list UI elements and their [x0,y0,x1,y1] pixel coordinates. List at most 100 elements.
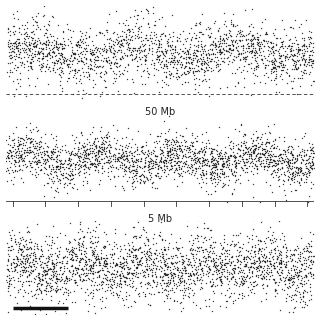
Point [249,42,254,47]
Point [275,269,280,274]
Point [267,251,272,256]
Point [310,182,316,187]
Point [202,235,207,240]
Point [82,263,87,268]
Point [218,274,223,279]
Point [135,146,140,151]
Point [166,55,172,60]
Point [140,269,146,275]
Point [231,153,236,158]
Point [153,173,158,178]
Point [12,169,18,174]
Point [24,163,29,168]
Point [170,55,175,60]
Point [38,49,43,54]
Point [195,233,200,238]
Point [75,154,80,159]
Point [129,34,134,39]
Point [95,255,100,260]
Point [29,139,35,144]
Point [142,242,148,247]
Point [141,273,147,278]
Point [239,70,244,75]
Point [285,159,290,164]
Point [197,148,202,153]
Point [246,152,251,157]
Point [250,226,255,231]
Point [182,268,187,273]
Point [141,49,147,54]
Point [126,282,132,287]
Point [113,63,118,68]
Point [299,73,304,78]
Point [253,266,259,271]
Point [145,279,150,284]
Point [74,107,79,112]
Point [152,153,157,158]
Point [190,152,195,157]
Point [40,65,45,70]
Point [308,63,314,68]
Point [109,44,114,49]
Point [100,207,105,212]
Point [276,254,281,260]
Point [83,162,88,167]
Point [105,37,110,42]
Point [250,43,255,48]
Point [6,171,12,176]
Point [272,169,277,174]
Point [257,268,262,273]
Point [279,268,284,273]
Point [38,27,43,32]
Point [68,41,74,46]
Point [35,261,40,266]
Point [32,261,37,266]
Point [194,269,199,274]
Point [197,148,202,154]
Point [162,263,167,268]
Point [268,39,273,44]
Point [90,77,95,83]
Point [120,264,125,269]
Point [67,181,72,186]
Point [176,59,181,64]
Point [272,235,277,240]
Point [43,140,48,145]
Point [271,142,276,147]
Point [194,268,199,273]
Point [91,262,96,267]
Point [293,18,298,23]
Point [8,152,13,157]
Point [218,283,223,288]
Point [134,147,139,152]
Point [211,259,216,264]
Point [54,160,60,165]
Point [75,150,80,155]
Point [309,266,314,271]
Point [60,28,66,34]
Point [270,262,275,267]
Point [73,299,78,304]
Point [142,164,147,169]
Point [77,244,82,250]
Point [19,247,24,252]
Point [110,271,116,276]
Point [212,165,218,170]
Point [239,269,244,274]
Point [34,159,39,164]
Point [78,257,84,262]
Point [187,41,192,46]
Point [215,68,220,73]
Point [177,171,182,176]
Point [118,38,124,43]
Point [103,232,108,237]
Point [30,28,35,34]
Point [181,263,187,268]
Point [294,285,299,291]
Point [16,241,21,246]
Point [27,48,32,53]
Point [263,30,268,36]
Point [17,247,22,252]
Point [198,30,203,35]
Point [252,260,257,265]
